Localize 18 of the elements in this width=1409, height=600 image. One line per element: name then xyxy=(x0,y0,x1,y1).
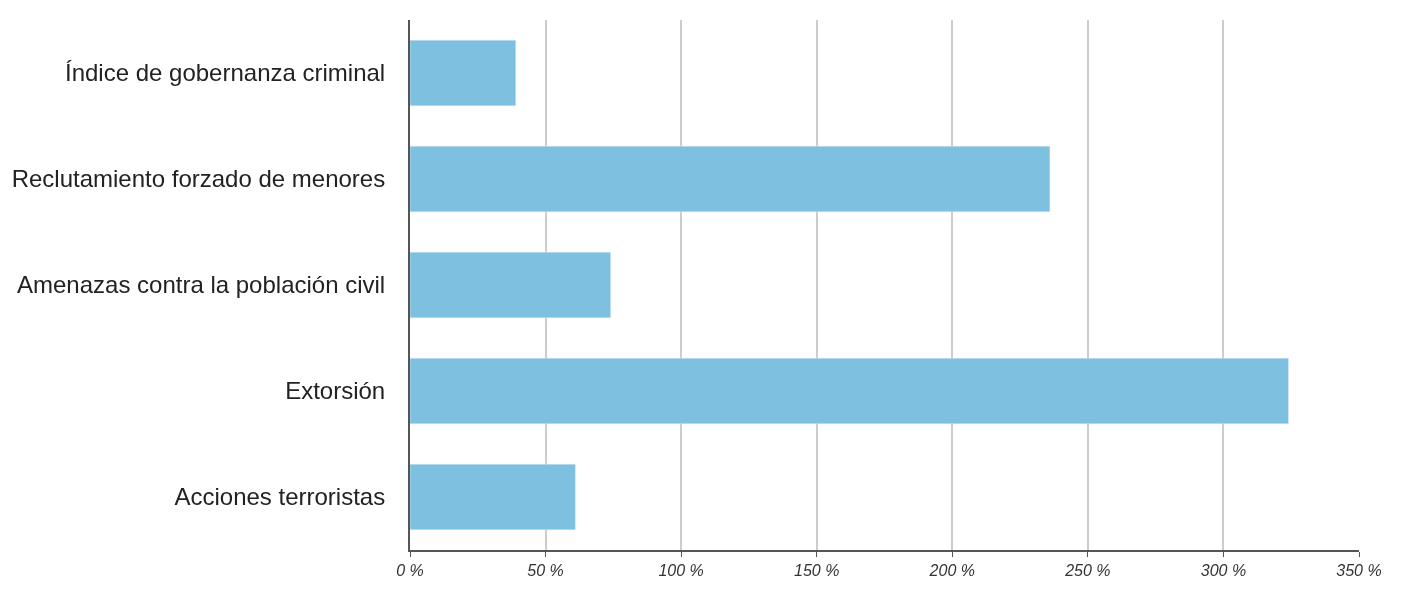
y-tick-label: Índice de gobernanza criminal xyxy=(65,59,386,87)
bar xyxy=(410,145,1051,213)
x-tick-label: 100 % xyxy=(658,562,704,580)
x-tick-label: 50 % xyxy=(527,562,564,580)
y-tick-label: Acciones terroristas xyxy=(174,483,386,511)
bar xyxy=(410,463,576,531)
x-tick-label: 250 % xyxy=(1064,562,1111,580)
bar xyxy=(410,357,1289,425)
y-tick-label: Amenazas contra la población civil xyxy=(17,271,386,299)
x-tick-label: 150 % xyxy=(794,562,840,580)
bar xyxy=(410,39,516,107)
y-tick-label: Extorsión xyxy=(285,377,386,405)
x-tick-label: 300 % xyxy=(1200,562,1247,580)
bar xyxy=(410,251,611,319)
x-tick-label: 350 % xyxy=(1336,562,1382,580)
y-tick-label: Reclutamiento forzado de menores xyxy=(11,165,386,193)
x-tick-label: 200 % xyxy=(928,562,975,580)
x-tick-label: 0 % xyxy=(396,562,424,580)
